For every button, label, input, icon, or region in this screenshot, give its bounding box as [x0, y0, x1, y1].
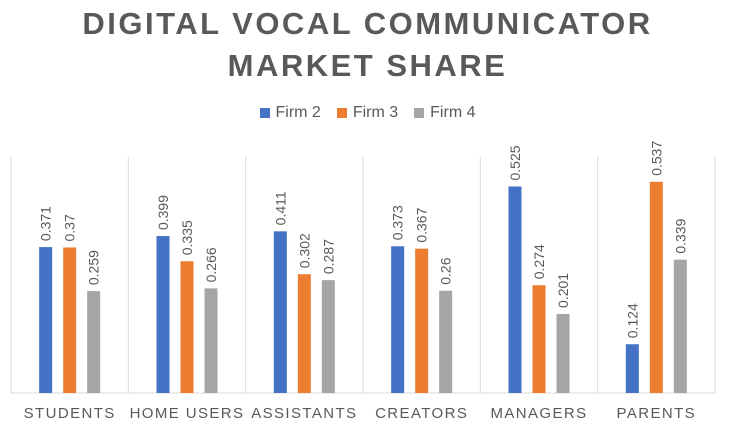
- bar-firm-4-creators: [439, 290, 453, 393]
- bar-firm-2-creators: [391, 246, 405, 393]
- category-label: HOME USERS: [130, 405, 245, 422]
- legend-label-firm-3: Firm 3: [352, 104, 399, 121]
- bar-firm-2-parents: [625, 344, 639, 393]
- data-label: 0.287: [320, 239, 336, 274]
- category-label: CREATORS: [375, 405, 468, 422]
- category-label: ASSISTANTS: [251, 405, 357, 422]
- data-label: 0.259: [86, 250, 102, 285]
- bar-firm-4-students: [87, 291, 101, 393]
- legend-label-firm-2: Firm 2: [275, 104, 321, 121]
- bar-firm-3-creators: [415, 248, 429, 393]
- legend-item-firm-2: Firm 2: [259, 104, 321, 122]
- bar-firm-3-managers: [532, 285, 546, 393]
- data-label: 0.373: [390, 205, 406, 240]
- data-label: 0.411: [272, 191, 288, 225]
- data-label: 0.335: [179, 220, 195, 255]
- chart-title-line-2: MARKET SHARE: [227, 48, 508, 83]
- legend-item-firm-4: Firm 4: [414, 104, 475, 122]
- legend-swatch-firm-4: [414, 108, 425, 118]
- data-label: 0.266: [203, 247, 219, 282]
- data-label: 0.339: [672, 218, 688, 253]
- category-label: PARENTS: [617, 405, 697, 422]
- bar-firm-2-managers: [508, 186, 522, 393]
- data-label: 0.26: [438, 257, 454, 284]
- data-label: 0.525: [507, 145, 523, 180]
- chart-legend: Firm 2 Firm 3 Firm 4: [0, 104, 735, 122]
- bar-firm-2-assistants: [273, 231, 287, 393]
- bar-firm-4-managers: [556, 313, 570, 393]
- data-label: 0.201: [555, 273, 571, 308]
- data-label: 0.302: [296, 233, 312, 268]
- data-label: 0.399: [155, 195, 171, 230]
- bar-firm-3-students: [63, 247, 77, 393]
- data-label: 0.274: [531, 244, 547, 279]
- bar-firm-3-assistants: [297, 274, 311, 393]
- legend-label-firm-4: Firm 4: [430, 104, 476, 121]
- bar-firm-4-parents: [673, 259, 687, 393]
- bar-firm-3-parents: [649, 181, 663, 393]
- legend-swatch-firm-3: [336, 108, 347, 118]
- bar-firm-3-home-users: [180, 261, 194, 393]
- data-label: 0.124: [624, 303, 640, 338]
- data-label: 0.537: [648, 141, 664, 176]
- bar-firm-2-students: [39, 247, 53, 393]
- data-label: 0.37: [62, 214, 78, 241]
- category-label: MANAGERS: [490, 405, 587, 422]
- data-label: 0.371: [38, 206, 54, 241]
- legend-swatch-firm-2: [259, 108, 270, 118]
- category-label: STUDENTS: [24, 405, 116, 422]
- data-label: 0.367: [414, 207, 430, 242]
- bar-firm-4-assistants: [321, 280, 335, 393]
- legend-item-firm-3: Firm 3: [336, 104, 399, 122]
- bar-firm-2-home-users: [156, 236, 170, 393]
- chart-title-line-1: DIGITAL VOCAL COMMUNICATOR: [82, 6, 653, 41]
- bar-firm-4-home-users: [204, 288, 218, 393]
